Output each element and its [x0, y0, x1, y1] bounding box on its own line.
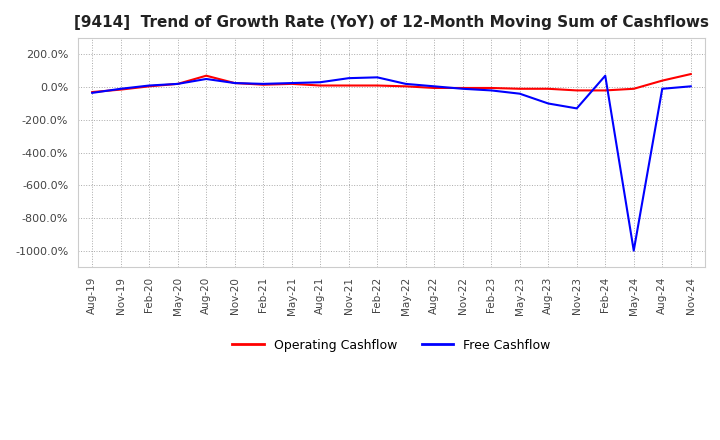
Line: Free Cashflow: Free Cashflow — [92, 76, 690, 251]
Free Cashflow — [344, 76, 353, 81]
Operating Cashflow — [344, 83, 353, 88]
Operating Cashflow — [117, 87, 125, 92]
Free Cashflow — [487, 88, 495, 93]
Free Cashflow — [658, 86, 667, 92]
Free Cashflow — [316, 80, 325, 85]
Operating Cashflow — [686, 71, 695, 77]
Free Cashflow — [174, 81, 182, 87]
Operating Cashflow — [145, 84, 153, 89]
Operating Cashflow — [88, 89, 96, 95]
Free Cashflow — [259, 81, 268, 87]
Operating Cashflow — [259, 82, 268, 87]
Operating Cashflow — [174, 81, 182, 87]
Free Cashflow — [516, 91, 524, 96]
Legend: Operating Cashflow, Free Cashflow: Operating Cashflow, Free Cashflow — [228, 334, 556, 357]
Operating Cashflow — [516, 86, 524, 92]
Operating Cashflow — [287, 81, 296, 87]
Operating Cashflow — [459, 85, 467, 91]
Title: [9414]  Trend of Growth Rate (YoY) of 12-Month Moving Sum of Cashflows: [9414] Trend of Growth Rate (YoY) of 12-… — [74, 15, 709, 30]
Operating Cashflow — [658, 78, 667, 83]
Free Cashflow — [230, 81, 239, 86]
Operating Cashflow — [601, 88, 610, 93]
Free Cashflow — [202, 76, 210, 81]
Free Cashflow — [287, 81, 296, 86]
Free Cashflow — [117, 86, 125, 92]
Free Cashflow — [544, 101, 552, 106]
Free Cashflow — [430, 84, 438, 89]
Free Cashflow — [402, 81, 410, 87]
Operating Cashflow — [487, 85, 495, 91]
Operating Cashflow — [316, 83, 325, 88]
Operating Cashflow — [230, 81, 239, 86]
Free Cashflow — [88, 90, 96, 95]
Free Cashflow — [459, 86, 467, 92]
Operating Cashflow — [572, 88, 581, 93]
Free Cashflow — [601, 73, 610, 78]
Free Cashflow — [572, 106, 581, 111]
Free Cashflow — [686, 84, 695, 89]
Operating Cashflow — [544, 86, 552, 92]
Line: Operating Cashflow: Operating Cashflow — [92, 74, 690, 92]
Operating Cashflow — [373, 83, 382, 88]
Operating Cashflow — [202, 73, 210, 78]
Free Cashflow — [145, 83, 153, 88]
Free Cashflow — [373, 75, 382, 80]
Operating Cashflow — [430, 85, 438, 91]
Operating Cashflow — [629, 86, 638, 92]
Operating Cashflow — [402, 84, 410, 89]
Free Cashflow — [629, 248, 638, 253]
